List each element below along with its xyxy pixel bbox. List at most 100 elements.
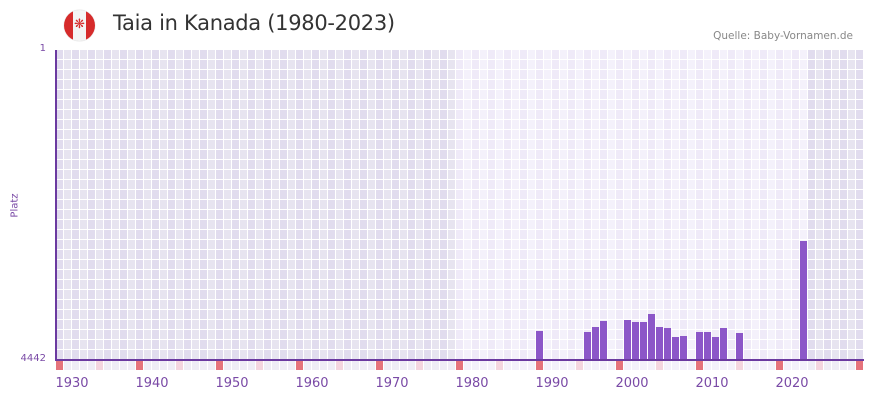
grid-column: [240, 50, 248, 360]
grid-column: [232, 50, 240, 360]
year-marker: [616, 361, 623, 370]
grid-column: [824, 50, 832, 360]
grid-column: [832, 50, 840, 360]
bar-2013[interactable]: [736, 333, 743, 360]
year-marker: [152, 361, 159, 370]
grid-column: [776, 50, 784, 360]
year-marker: [456, 361, 463, 370]
grid-column: [392, 50, 400, 360]
grid-column: [808, 50, 816, 360]
grid-column: [360, 50, 368, 360]
grid-column: [112, 50, 120, 360]
grid-column: [600, 50, 608, 360]
year-marker: [424, 361, 431, 370]
x-tick-label: 1950: [215, 376, 249, 391]
grid-column: [424, 50, 432, 360]
y-axis-top-label: 1: [39, 43, 46, 54]
bar-1999[interactable]: [624, 320, 631, 360]
bar-1996[interactable]: [600, 321, 607, 360]
grid-column: [552, 50, 560, 360]
grid-column: [280, 50, 288, 360]
bar-2005[interactable]: [672, 337, 679, 360]
bar-2021[interactable]: [800, 241, 807, 360]
year-marker: [280, 361, 287, 370]
grid-column: [664, 50, 672, 360]
year-marker: [832, 361, 839, 370]
bar-2000[interactable]: [632, 322, 639, 360]
grid-column: [608, 50, 616, 360]
bar-2010[interactable]: [712, 337, 719, 360]
grid-column: [192, 50, 200, 360]
grid-column: [744, 50, 752, 360]
year-marker: [72, 361, 79, 370]
bar-1994[interactable]: [584, 332, 591, 360]
year-marker: [576, 361, 583, 370]
year-marker: [440, 361, 447, 370]
year-marker: [664, 361, 671, 370]
year-marker: [568, 361, 575, 370]
year-marker: [264, 361, 271, 370]
year-marker: [464, 361, 471, 370]
grid-column: [480, 50, 488, 360]
bar-2011[interactable]: [720, 328, 727, 360]
grid-column: [616, 50, 624, 360]
chart-title: Taia in Kanada (1980-2023): [113, 11, 395, 35]
grid-column: [680, 50, 688, 360]
grid-column: [208, 50, 216, 360]
year-marker: [224, 361, 231, 370]
x-tick-label: 2020: [775, 376, 809, 391]
year-marker: [288, 361, 295, 370]
year-marker: [528, 361, 535, 370]
bar-2006[interactable]: [680, 336, 687, 360]
year-marker: [480, 361, 487, 370]
x-tick-label: 2010: [695, 376, 729, 391]
bar-2003[interactable]: [656, 327, 663, 360]
year-marker: [760, 361, 767, 370]
year-marker: [120, 361, 127, 370]
grid-column: [448, 50, 456, 360]
year-marker: [552, 361, 559, 370]
year-marker: [96, 361, 103, 370]
year-marker: [240, 361, 247, 370]
year-marker: [816, 361, 823, 370]
bar-2001[interactable]: [640, 322, 647, 360]
bar-1988[interactable]: [536, 331, 543, 360]
grid-column: [472, 50, 480, 360]
year-marker: [520, 361, 527, 370]
grid-column: [72, 50, 80, 360]
grid-column: [784, 50, 792, 360]
grid-column: [496, 50, 504, 360]
grid-column: [568, 50, 576, 360]
grid-column: [80, 50, 88, 360]
bar-2002[interactable]: [648, 314, 655, 360]
year-marker: [104, 361, 111, 370]
bar-2008[interactable]: [696, 332, 703, 360]
grid-column: [400, 50, 408, 360]
grid-column: [344, 50, 352, 360]
grid-column: [416, 50, 424, 360]
year-marker: [136, 361, 143, 370]
year-marker: [608, 361, 615, 370]
canada-flag-icon: ❋: [64, 10, 95, 41]
year-marker: [248, 361, 255, 370]
bar-2004[interactable]: [664, 328, 671, 360]
y-axis-title: Platz: [9, 193, 21, 218]
grid-column: [96, 50, 104, 360]
year-marker: [408, 361, 415, 370]
bar-2009[interactable]: [704, 332, 711, 360]
source-link[interactable]: Quelle: Baby-Vornamen.de: [713, 30, 853, 42]
year-marker: [744, 361, 751, 370]
bar-1995[interactable]: [592, 327, 599, 360]
grid-column: [272, 50, 280, 360]
year-markers: [56, 361, 864, 370]
grid-column: [264, 50, 272, 360]
year-marker: [192, 361, 199, 370]
year-marker: [560, 361, 567, 370]
grid-column: [632, 50, 640, 360]
grid-column: [432, 50, 440, 360]
grid-column: [384, 50, 392, 360]
grid-column: [528, 50, 536, 360]
year-marker: [512, 361, 519, 370]
grid-column: [184, 50, 192, 360]
grid-column: [408, 50, 416, 360]
